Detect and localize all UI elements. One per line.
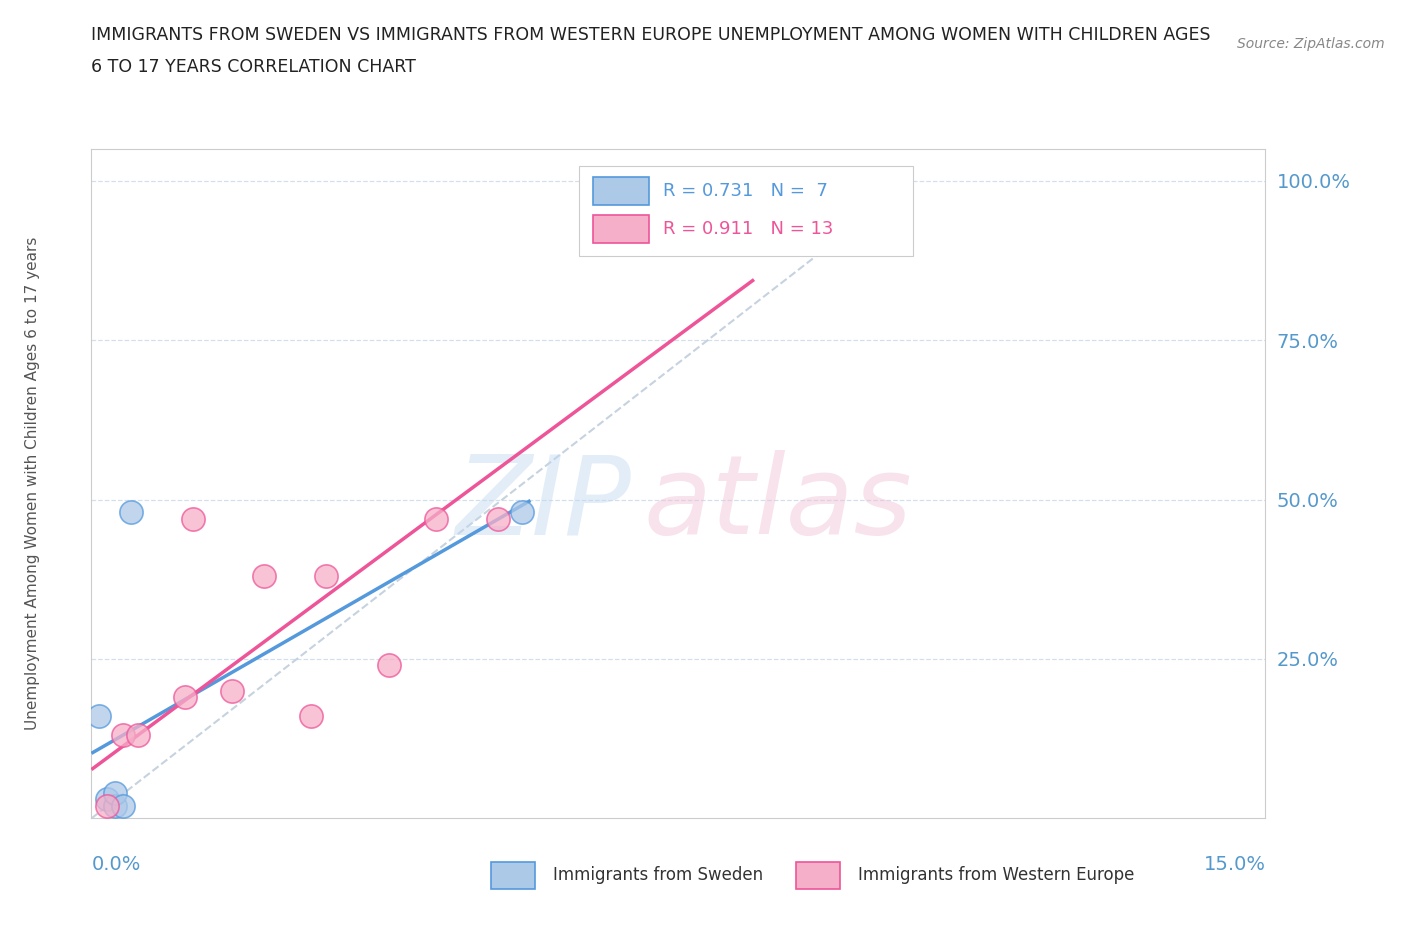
Point [111, 798, 134, 813]
Text: 6 TO 17 YEARS CORRELATION CHART: 6 TO 17 YEARS CORRELATION CHART [91, 58, 416, 75]
Point [425, 512, 447, 526]
Point [486, 512, 509, 526]
Point [252, 568, 274, 583]
FancyBboxPatch shape [579, 166, 912, 256]
Bar [491, 862, 536, 889]
Point [181, 512, 204, 526]
Bar [593, 215, 650, 244]
Point [221, 684, 243, 698]
Text: Immigrants from Sweden: Immigrants from Sweden [553, 867, 763, 884]
Text: 0.0%: 0.0% [91, 856, 141, 874]
Text: Unemployment Among Women with Children Ages 6 to 17 years: Unemployment Among Women with Children A… [25, 237, 41, 730]
Point [378, 658, 401, 672]
Point [89, 709, 111, 724]
Text: R = 0.731   N =  7: R = 0.731 N = 7 [664, 182, 828, 200]
Text: ZIP: ZIP [456, 450, 631, 557]
Point [730, 206, 752, 220]
Point [299, 709, 322, 724]
Text: atlas: atlas [643, 450, 912, 557]
Bar [593, 177, 650, 205]
Point [96, 791, 118, 806]
Point [111, 728, 134, 743]
Point [104, 786, 127, 801]
Point [127, 728, 149, 743]
Point [174, 690, 197, 705]
Point [510, 505, 533, 520]
Text: 15.0%: 15.0% [1204, 856, 1265, 874]
Bar [796, 862, 841, 889]
Text: R = 0.911   N = 13: R = 0.911 N = 13 [664, 220, 834, 238]
Text: Immigrants from Western Europe: Immigrants from Western Europe [858, 867, 1135, 884]
Text: IMMIGRANTS FROM SWEDEN VS IMMIGRANTS FROM WESTERN EUROPE UNEMPLOYMENT AMONG WOME: IMMIGRANTS FROM SWEDEN VS IMMIGRANTS FRO… [91, 26, 1211, 44]
Point [104, 798, 127, 813]
Point [96, 798, 118, 813]
Point [315, 568, 337, 583]
Text: Source: ZipAtlas.com: Source: ZipAtlas.com [1237, 37, 1385, 51]
Point [120, 505, 142, 520]
